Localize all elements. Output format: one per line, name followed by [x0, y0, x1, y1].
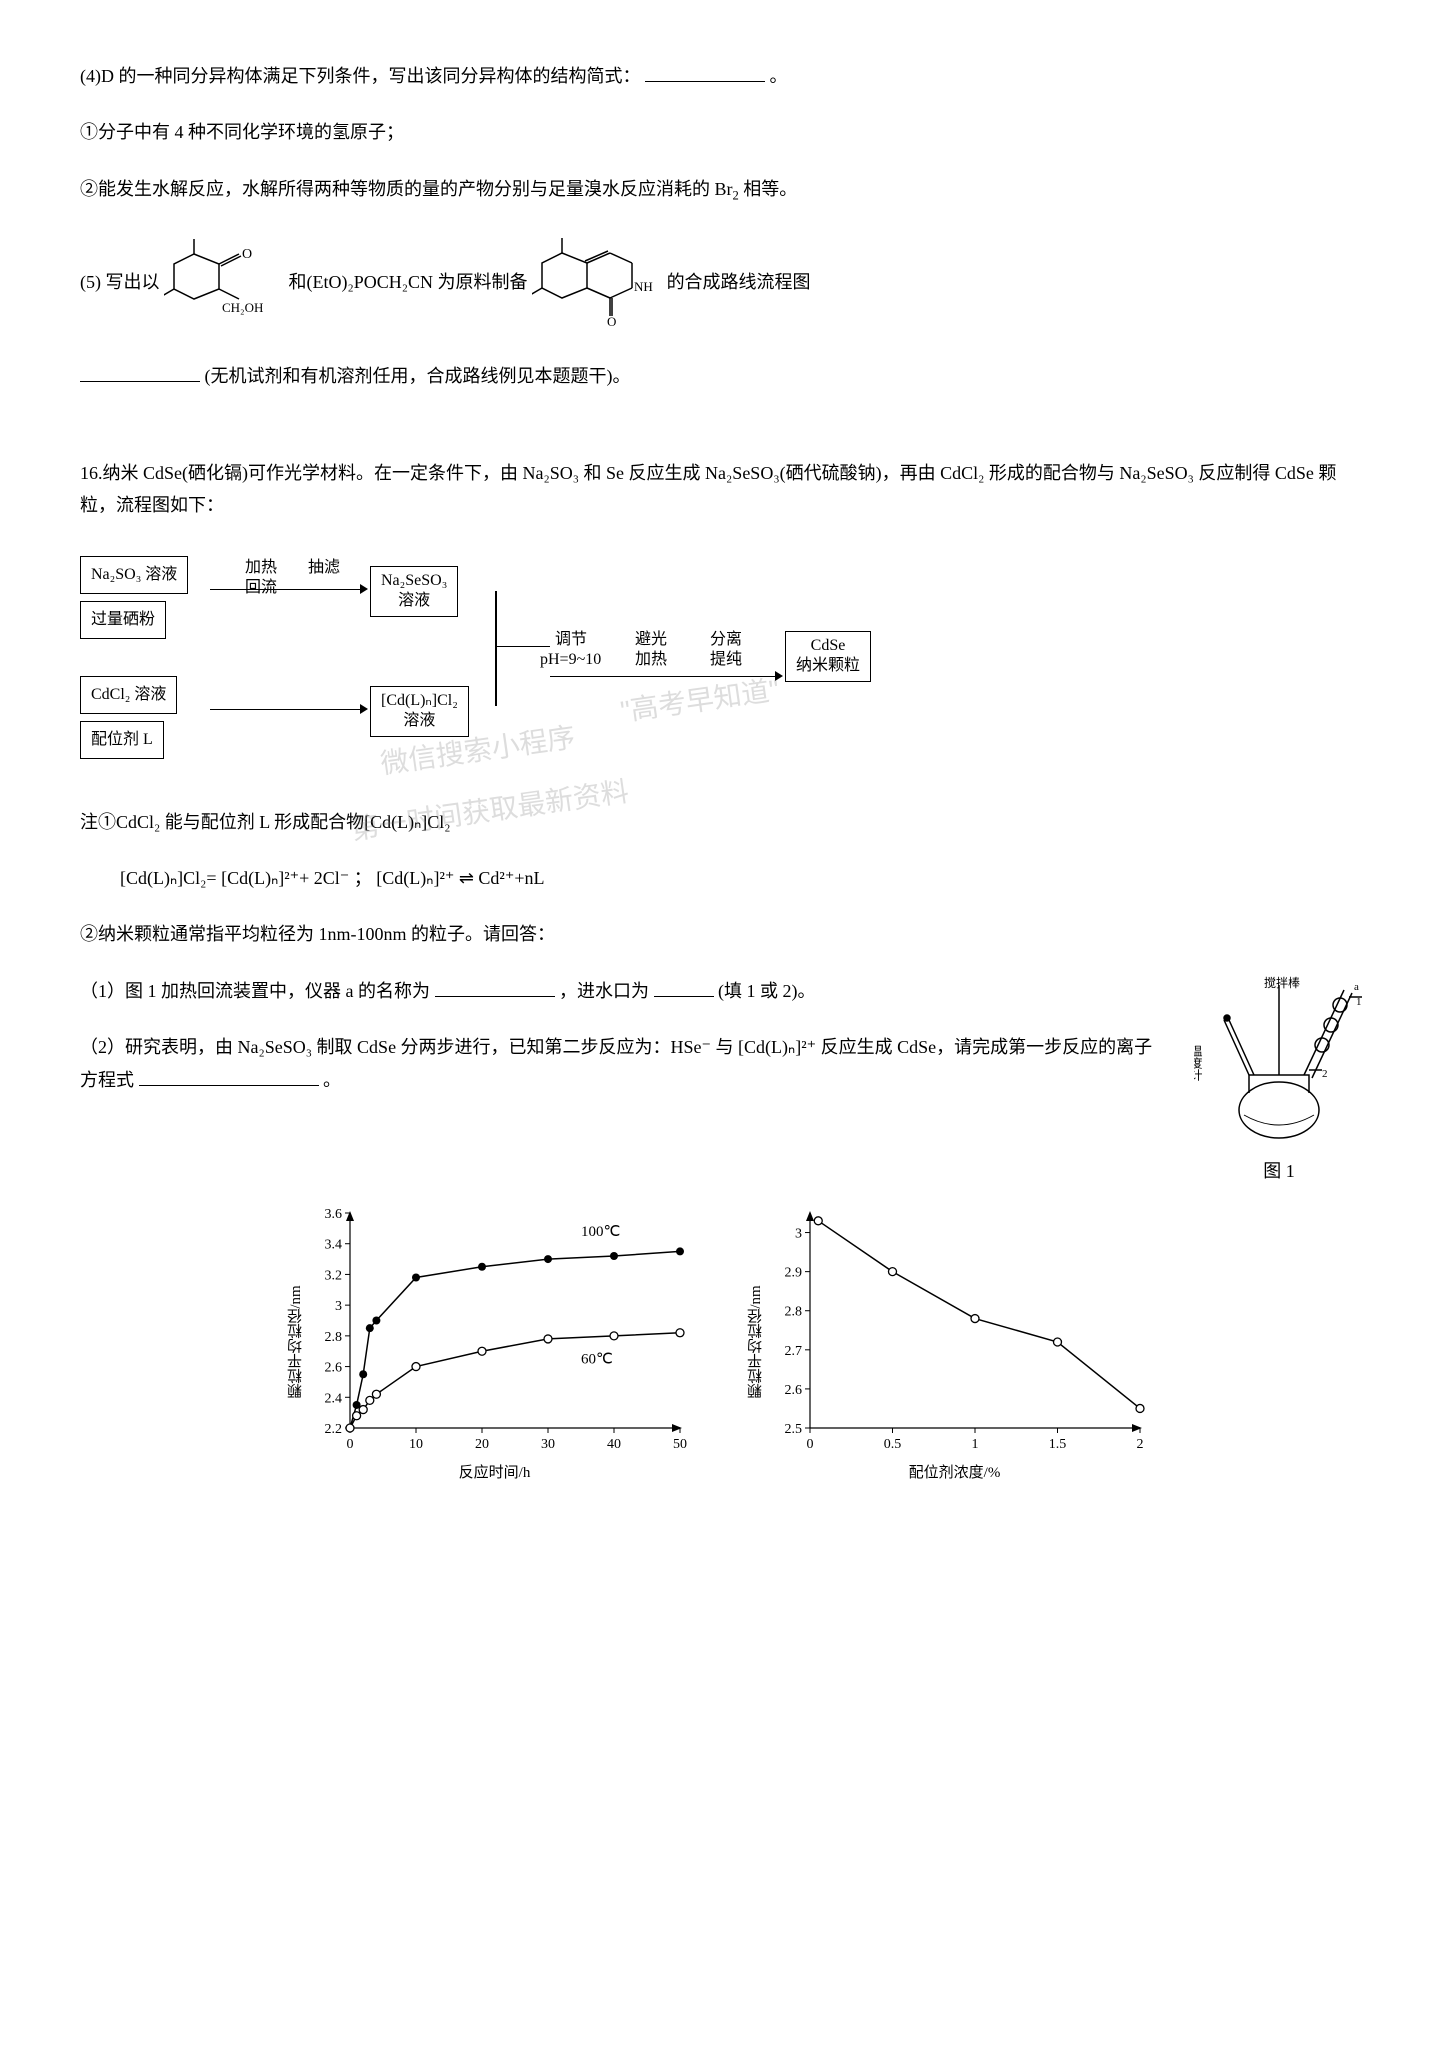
svg-text:100℃: 100℃: [581, 1224, 620, 1240]
q4-cond1: ①分子中有 4 种不同化学环境的氢原子；: [80, 116, 1369, 148]
svg-text:3.6: 3.6: [324, 1207, 342, 1222]
svg-text:60℃: 60℃: [581, 1351, 613, 1367]
apparatus-thermo-label: 温度计: [1194, 1044, 1203, 1080]
svg-text:2.7: 2.7: [784, 1343, 802, 1358]
flow-box-na2so3: Na₂SO₃ 溶液: [80, 556, 188, 595]
svg-text:3.2: 3.2: [324, 1268, 342, 1283]
flow-box-se: 过量硒粉: [80, 601, 166, 640]
svg-text:2.6: 2.6: [324, 1360, 342, 1375]
q16-eq1: [Cd(L)ₙ]Cl₂= [Cd(L)ₙ]²⁺+ 2Cl⁻ ； [Cd(L)ₙ]…: [80, 862, 1369, 894]
chart-right: 颗粒平均粒径/nm 00.511.522.52.62.72.82.93 配位剂浓…: [755, 1198, 1155, 1487]
svg-text:0: 0: [806, 1437, 813, 1452]
flow-text-filter: 抽滤: [308, 554, 340, 583]
svg-text:40: 40: [607, 1437, 621, 1452]
svg-text:3.4: 3.4: [324, 1237, 342, 1252]
q16-sub1-blank2[interactable]: [654, 975, 714, 997]
apparatus-icon: 搅拌棒 温度计 a 1 2: [1194, 975, 1364, 1145]
q4-cond2: ②能发生水解反应，水解所得两种等物质的量的产物分别与足量溴水反应消耗的 Br2 …: [80, 173, 1369, 207]
svg-text:2: 2: [1322, 1068, 1328, 1080]
svg-text:10: 10: [409, 1437, 423, 1452]
svg-text:2.2: 2.2: [324, 1422, 342, 1437]
svg-text:a: a: [1354, 981, 1359, 993]
q5-blank[interactable]: [80, 361, 200, 383]
q16-note1: 注①CdCl₂ 能与配位剂 L 形成配合物[Cd(L)ₙ]Cl₂: [80, 806, 1369, 838]
svg-text:2: 2: [1136, 1437, 1143, 1452]
svg-text:20: 20: [475, 1437, 489, 1452]
svg-text:3: 3: [795, 1226, 802, 1241]
flow-text-pure: 提纯: [710, 646, 742, 675]
svg-text:0: 0: [346, 1437, 353, 1452]
flow-box-cdse: CdSe 纳米颗粒: [785, 631, 871, 683]
svg-text:0.5: 0.5: [883, 1437, 901, 1452]
q5-note: (无机试剂和有机溶剂任用，合成路线例见本题题干)。: [80, 360, 1369, 392]
svg-text:CH₂OH: CH₂OH: [222, 300, 263, 315]
svg-text:50: 50: [673, 1437, 687, 1452]
svg-text:2.4: 2.4: [324, 1391, 342, 1406]
chart-left-xlabel: 反应时间/h: [295, 1460, 695, 1487]
svg-text:2.8: 2.8: [324, 1329, 342, 1344]
flow-box-cdcl2: CdCl₂ 溶液: [80, 676, 177, 715]
q16-sub2: （2）研究表明，由 Na₂SeSO₃ 制取 CdSe 分两步进行，已知第二步反应…: [80, 1031, 1369, 1096]
flow-box-complex: [Cd(L)ₙ]Cl₂ 溶液: [370, 686, 469, 738]
svg-text:2.6: 2.6: [784, 1382, 802, 1397]
q16-intro: 16.纳米 CdSe(硒化镉)可作光学材料。在一定条件下，由 Na₂SO₃ 和 …: [80, 457, 1369, 522]
q4-text: (4)D 的一种同分异构体满足下列条件，写出该同分异构体的结构简式：: [80, 66, 640, 86]
svg-text:2.9: 2.9: [784, 1265, 802, 1280]
flow-text-heat2: 加热: [635, 646, 667, 675]
flow-box-naseso3: Na₂SeSO₃ 溶液: [370, 566, 458, 618]
chart-right-xlabel: 配位剂浓度/%: [755, 1460, 1155, 1487]
q5-line: (5) 写出以 O CH₂OH 和(EtO)₂POCH₂CN 为原料制备: [80, 231, 1369, 336]
chart-left: 颗粒平均粒径/nm 010203040502.22.42.62.833.23.4…: [295, 1198, 695, 1487]
q16-note2: ②纳米颗粒通常指平均粒径为 1nm-100nm 的粒子。请回答：: [80, 918, 1369, 950]
figure1-label: 图 1: [1189, 1155, 1369, 1187]
svg-text:1: 1: [971, 1437, 978, 1452]
svg-text:2.8: 2.8: [784, 1304, 802, 1319]
figure1: 搅拌棒 温度计 a 1 2 图 1: [1189, 975, 1369, 1188]
svg-text:2.5: 2.5: [784, 1422, 802, 1437]
svg-text:O: O: [242, 247, 252, 262]
charts-row: 颗粒平均粒径/nm 010203040502.22.42.62.833.23.4…: [80, 1198, 1369, 1487]
molecule2-icon: NH O: [532, 231, 662, 336]
svg-text:NH: NH: [634, 279, 653, 294]
molecule1-icon: O CH₂OH: [164, 234, 284, 334]
q4-stem: (4)D 的一种同分异构体满足下列条件，写出该同分异构体的结构简式： 。: [80, 60, 1369, 92]
flow-box-ligand: 配位剂 L: [80, 721, 164, 760]
apparatus-stir-label: 搅拌棒: [1264, 975, 1300, 990]
q16-sub1: （1）图 1 加热回流装置中，仪器 a 的名称为 ，进水口为 (填 1 或 2)…: [80, 975, 1369, 1007]
q4-blank[interactable]: [645, 60, 765, 82]
svg-text:1: 1: [1356, 996, 1362, 1008]
flow-text-ph2: pH=9~10: [540, 646, 601, 675]
chart-left-ylabel: 颗粒平均粒径/nm: [283, 1285, 310, 1398]
chart-right-ylabel: 颗粒平均粒径/nm: [743, 1285, 770, 1398]
q16-sub2-blank[interactable]: [139, 1064, 319, 1086]
svg-text:30: 30: [541, 1437, 555, 1452]
flowchart: Na₂SO₃ 溶液 过量硒粉 加热 回流 抽滤 Na₂SeSO₃ 溶液 CdCl…: [80, 546, 1369, 776]
svg-text:3: 3: [335, 1299, 342, 1314]
svg-text:O: O: [607, 314, 616, 326]
svg-text:1.5: 1.5: [1048, 1437, 1066, 1452]
q16-sub1-blank1[interactable]: [435, 975, 555, 997]
